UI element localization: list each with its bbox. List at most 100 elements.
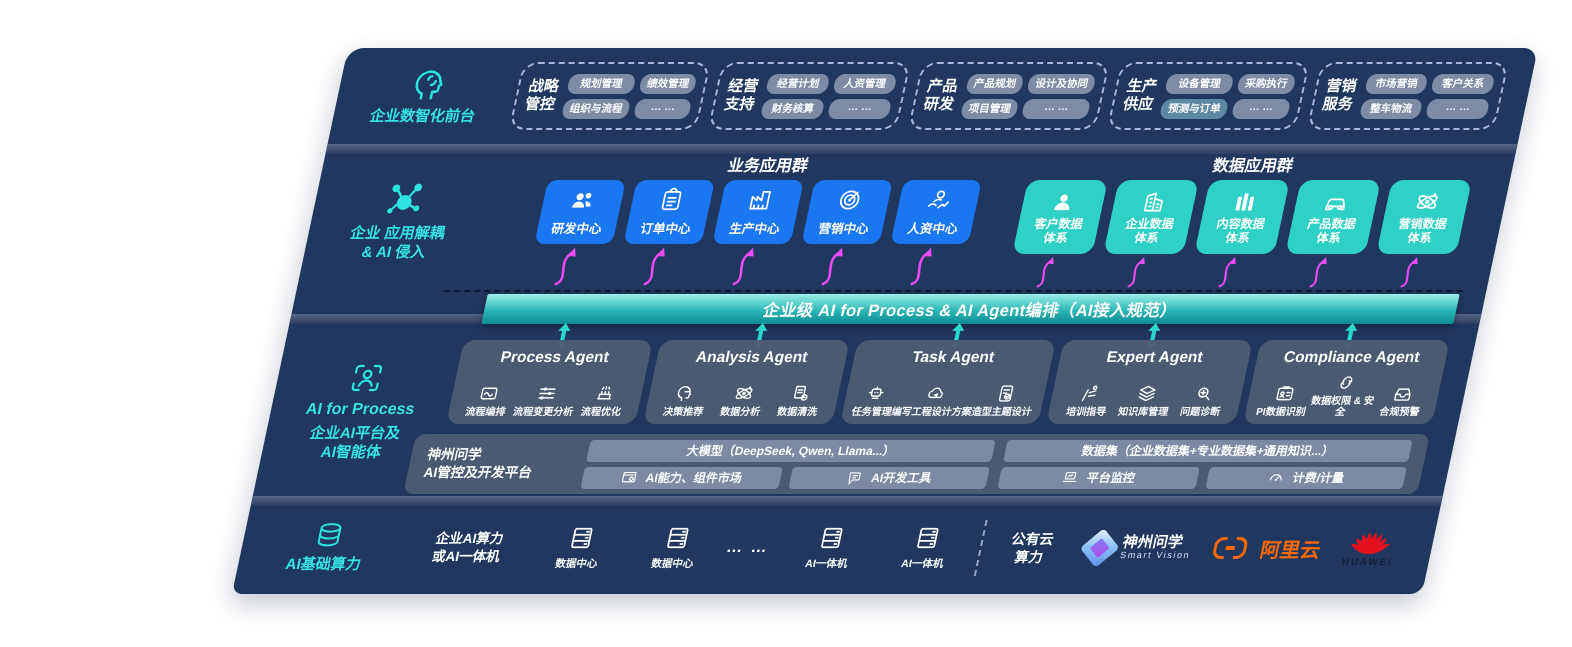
app-decoupling-side-label: 企业 应用解耦 & AI 侵入 (296, 148, 505, 294)
books-icon (1230, 189, 1262, 215)
center-marketing: 营销中心 (801, 180, 893, 244)
magenta-arrow (1216, 254, 1244, 288)
layer-app-groups: 企业 应用解耦 & AI 侵入 业务应用群 研发中心 订单中心 生产中心 营销中… (296, 148, 1517, 294)
front-office-label: 企业数智化前台 (368, 108, 477, 126)
module-pill: 经营计划 (765, 73, 831, 94)
layer-compute: AI基础算力 企业AI算力 或AI一体机 数据中心 数据中心 … … AI一体机… (232, 504, 1441, 592)
compute-side-label: AI基础算力 (236, 521, 417, 575)
architecture-diagram: 企业数智化前台 战略 管控 规划管理 绩效管理 组织与流程 … … 经营 支持 经营… (231, 48, 1539, 594)
process-agent-card: Process Agent 流程编排 流程变更分析 流程优化 (446, 340, 653, 424)
module-pill: 财务核算 (760, 98, 826, 119)
module-pill: 设计及协同 (1026, 73, 1097, 94)
front-office-side-label: 企业数智化前台 (328, 48, 526, 144)
magenta-arrow (551, 244, 586, 286)
id-card-icon (1272, 383, 1297, 404)
ai-platform-side-label: AI for Process 企业AI平台及 AI智能体 (252, 326, 467, 498)
link-shield-icon (1334, 372, 1359, 393)
magenta-arrow (1398, 254, 1426, 288)
car-icon (1321, 189, 1353, 215)
magenta-arrow (818, 244, 853, 286)
module-pill: 项目管理 (959, 98, 1020, 119)
huawei-name: HUAWEI (1340, 557, 1394, 568)
team-icon (567, 187, 599, 213)
platform-title-1: 神州问学 (425, 447, 484, 463)
group-marketing-service: 营销 服务 市场营销 客户关系 整车物流 … … (1306, 62, 1510, 130)
ai-platform-label-2: AI智能体 (319, 444, 383, 461)
head-brain-icon (406, 65, 452, 103)
data-content: 内容数据 体系 (1194, 180, 1290, 254)
head-chat-icon (674, 383, 699, 404)
integration-dashed-line (444, 290, 1463, 292)
sliders-icon (534, 383, 559, 404)
module-pill: … … (827, 98, 893, 119)
module-pill: … … (1231, 98, 1291, 119)
cluster-label-1: 企业AI算力 (434, 531, 505, 547)
task-agent-card: Task Agent 任务管理 编写工程设计方案 造型主题设计 (840, 340, 1056, 424)
magenta-arrow (1034, 254, 1062, 288)
aliyun-logo: 阿里云 (1211, 534, 1324, 563)
ai-platform-label-1: 企业AI平台及 (308, 425, 402, 443)
layer-front-office: 企业数智化前台 战略 管控 规划管理 绩效管理 组织与流程 … … 经营 支持 经营… (328, 48, 1538, 144)
analysis-agent-card: Analysis Agent 决策推荐 数据分析 数据清洗 (643, 340, 850, 424)
person-icon (1048, 189, 1080, 215)
data-product: 产品数据 体系 (1285, 180, 1381, 254)
platform-title-2: AI管控及开发平台 (422, 465, 534, 480)
data-customer: 客户数据 体系 (1012, 180, 1108, 254)
magenta-arrow (640, 244, 675, 286)
aliyun-name: 阿里云 (1257, 539, 1323, 562)
public-cloud-label-1: 公有云 (1009, 530, 1056, 547)
center-hr: 人资中心 (890, 180, 982, 244)
center-order: 订单中心 (623, 180, 715, 244)
laptop-chart-icon (1060, 469, 1081, 486)
vertical-dashed-divider (973, 520, 988, 576)
module-pill: 市场营销 (1363, 73, 1429, 94)
tablet-check-icon (993, 383, 1018, 404)
ai-appliance-node: AI一体机 (881, 525, 971, 571)
module-pill: 采购执行 (1236, 73, 1297, 94)
ai-for-process-label: AI for Process (304, 401, 417, 419)
aliyun-dash-icon (1225, 546, 1236, 550)
business-apps-title: 业务应用群 (725, 158, 810, 175)
magenta-arrow (1125, 254, 1153, 288)
module-pill: 绩效管理 (638, 73, 698, 94)
dataset-bar: 数据集（企业数据集+专业数据集+通用知识...） (1003, 439, 1413, 462)
group-product-rd: 产品 研发 产品规划 设计及协同 项目管理 … … (907, 62, 1111, 130)
chat-pen-icon (845, 469, 866, 486)
expert-agent-card: Expert Agent 培训指导 知识库管理 问题诊断 (1046, 340, 1253, 424)
focus-person-icon (346, 361, 387, 395)
data-marketing: 营销数据 体系 (1376, 180, 1472, 254)
public-cloud-label-2: 算力 (1013, 549, 1045, 565)
agent-title: Analysis Agent (694, 349, 810, 366)
agent-title: Compliance Agent (1282, 349, 1422, 366)
compute-label: AI基础算力 (283, 556, 363, 574)
layer-ai-platform: AI for Process 企业AI平台及 AI智能体 Process Age… (252, 326, 1479, 498)
module-pill: 整车物流 (1358, 98, 1424, 119)
doc-bot-icon (788, 383, 813, 404)
magenta-arrow (907, 244, 942, 286)
molecule-icon (380, 180, 429, 220)
huawei-logo: HUAWEI (1341, 528, 1400, 568)
agent-cards: Process Agent 流程编排 流程变更分析 流程优化 Analysis … (446, 340, 1450, 424)
diagnose-icon (1191, 383, 1216, 404)
compliance-agent-card: Compliance Agent PI数据识别 数据权限 & 安全 合规预警 (1243, 340, 1450, 424)
platform-monitor-bar: 平台监控 (997, 466, 1200, 489)
atom-icon (1412, 189, 1444, 215)
machine-icon (592, 383, 617, 404)
data-app-zone: 数据应用群 客户数据 体系 企业数据 体系 内容数据 体系 产品数据 体系 营销数据 体系 (1004, 148, 1479, 294)
building-icon (1139, 189, 1171, 215)
module-pill: 产品规划 (965, 73, 1025, 94)
magenta-arrow (1307, 254, 1335, 288)
presenter-icon (1077, 383, 1102, 404)
metering-bar: 计费/计量 (1204, 466, 1408, 489)
layers-icon (1134, 383, 1159, 404)
module-pill: … … (1021, 98, 1092, 119)
module-pill-highlight: 预测与订单 (1159, 98, 1230, 119)
module-pill: 组织与流程 (561, 98, 632, 119)
target-icon (834, 187, 866, 213)
person-chart-icon (923, 187, 955, 213)
smart-vision-logo: 神州问学 Smart Vision (1079, 528, 1195, 568)
ai-dev-tools-bar: AI开发工具 (787, 466, 991, 489)
agent-title: Process Agent (498, 349, 611, 366)
front-office-groups: 战略 管控 规划管理 绩效管理 组织与流程 … … 经营 支持 经营计划 人资管理 … (506, 48, 1538, 144)
app-decoupling-label-1: 企业 应用解耦 (348, 224, 447, 242)
